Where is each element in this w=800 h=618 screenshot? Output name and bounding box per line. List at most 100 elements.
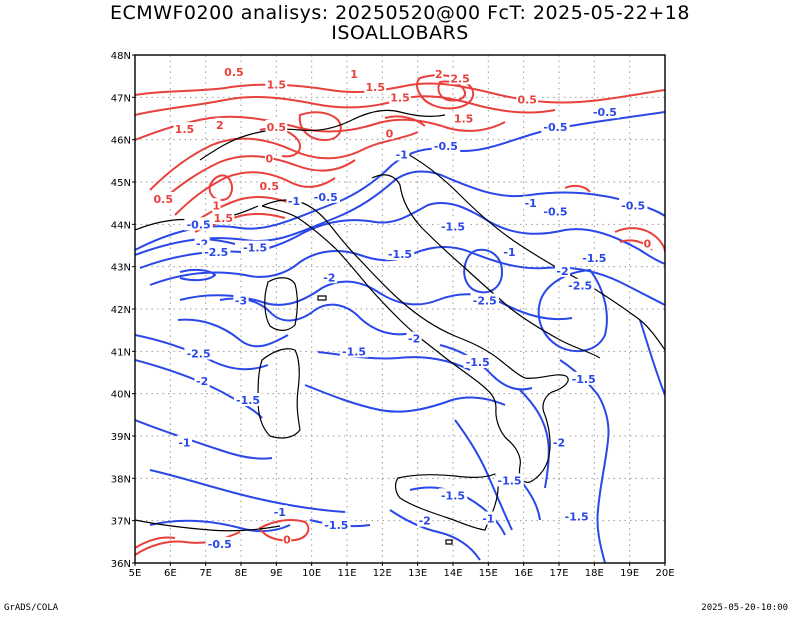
contour-line: [409, 486, 506, 536]
contour-label-background: [349, 67, 359, 81]
contour-label: -0.5: [208, 538, 232, 551]
contour-label-background: [394, 147, 410, 161]
contour-label: -1: [482, 513, 494, 526]
contour-label-background: [211, 198, 221, 212]
contour-line: [639, 319, 665, 396]
contour-label-background: [152, 191, 175, 205]
latitude-tick-label: 45N: [111, 178, 131, 189]
contour-label-background: [541, 119, 570, 133]
contour-labels: 0.51.511.51.52 2.50.51.5 2 0.5 01.500.50.5 11…: [152, 64, 652, 551]
latitude-tick-label: 43N: [111, 263, 131, 274]
latitude-tick-label: 42N: [111, 305, 131, 316]
longitude-axis: 5E 6E 7E 8E 9E 10E 11E 12E 13E 14E 15E 16E 17E 18E 19E…: [129, 563, 675, 579]
contour-line: [208, 174, 233, 202]
contour-label: 1: [212, 199, 220, 212]
contour-line: [135, 115, 506, 141]
contour-label-background: [463, 354, 492, 368]
contour-label: 2: [435, 68, 443, 81]
contour-label-background: [364, 79, 387, 93]
contour-line: [519, 389, 550, 489]
italy-adriatic-coast: [371, 174, 601, 359]
contour-label-background: [223, 64, 245, 78]
longitude-tick-label: 16E: [514, 568, 533, 579]
contour-label: -2.5: [473, 295, 497, 308]
longitude-tick-label: 9E: [270, 568, 283, 579]
contour-label: -1.5: [498, 474, 522, 487]
contour-label-background: [523, 196, 539, 210]
contour-label: -2.5: [187, 347, 211, 360]
contour-label: -1.5: [441, 220, 465, 233]
contour-label-background: [554, 263, 571, 277]
longitude-tick-label: 18E: [585, 568, 604, 579]
contour-label: 0: [644, 237, 652, 250]
contour-label-background: [501, 244, 518, 258]
contour-label-background: [194, 373, 210, 387]
contour-label-background: [470, 293, 499, 307]
contour-label: -1.5: [441, 489, 465, 502]
contour-label-background: [212, 210, 235, 224]
contour-label: -1: [288, 195, 300, 208]
contour-line: [454, 419, 513, 531]
contour-label-background: [311, 189, 340, 203]
italy-peninsula-coast: [261, 199, 569, 483]
contour-label-background: [438, 488, 468, 502]
contour-line: [564, 184, 591, 193]
longitude-tick-label: 8E: [235, 568, 248, 579]
contour-line: [177, 318, 289, 348]
contour-label: -0.5: [543, 121, 567, 134]
latitude-tick-label: 39N: [111, 432, 131, 443]
contour-label: -0.5: [593, 106, 617, 119]
contour-label-background: [406, 331, 422, 345]
contour-label-background: [258, 179, 281, 193]
contour-line: [135, 419, 273, 460]
longitude-tick-label: 12E: [373, 568, 392, 579]
contour-label-background: [541, 204, 570, 218]
footer-timestamp: 2025-05-20-10:00: [701, 603, 788, 613]
contour-label-background: [322, 517, 351, 531]
contour-label: -1.5: [466, 356, 490, 369]
contour-line: [559, 359, 610, 563]
contour-label-background: [184, 217, 213, 231]
contour-line: [161, 155, 356, 201]
contour-line: [149, 519, 291, 533]
contour-label-background: [417, 513, 433, 527]
contour-label: -0.5: [621, 199, 645, 212]
contour-label-background: [184, 346, 213, 360]
longitude-tick-label: 7E: [199, 568, 212, 579]
contour-label: 0.5: [517, 93, 537, 106]
contour-line: [179, 280, 573, 321]
contour-line: [389, 509, 481, 561]
contour-label: -1.5: [572, 373, 596, 386]
footer-software-credit: GrADS/COLA: [4, 603, 59, 613]
contour-label: -2.5: [204, 246, 228, 259]
contour-label-background: [321, 270, 337, 284]
contour-label: 1.5: [390, 91, 410, 104]
contour-label-background: [516, 92, 539, 106]
contour-label: 0.5: [260, 180, 280, 193]
contour-line: [135, 170, 665, 256]
contour-label-background: [438, 219, 468, 233]
contour-label-background: [566, 278, 595, 292]
contour-line: [463, 248, 504, 294]
contour-line: [304, 384, 506, 413]
contour-label: -1: [178, 436, 190, 449]
contour-label-background: [580, 251, 609, 265]
latitude-tick-label: 46N: [111, 136, 131, 147]
contour-label: -1.5: [565, 510, 589, 523]
contour-label: -1.5: [342, 345, 366, 358]
contour-label-background: [282, 532, 292, 546]
longitude-tick-label: 10E: [302, 568, 321, 579]
contour-label-background: [233, 293, 249, 307]
longitude-tick-label: 11E: [337, 568, 356, 579]
contour-label-background: [286, 194, 302, 208]
contour-label: 1.5: [214, 212, 234, 225]
contour-label-background: [173, 122, 196, 136]
contour-label-background: [480, 511, 496, 525]
contour-label: 2.5: [450, 72, 470, 85]
contour-label-background: [551, 435, 567, 449]
balkan-coast: [399, 149, 666, 351]
contour-label-background: [385, 246, 415, 260]
coastlines-and-borders: [134, 109, 666, 545]
contour-label-background: [176, 435, 193, 449]
